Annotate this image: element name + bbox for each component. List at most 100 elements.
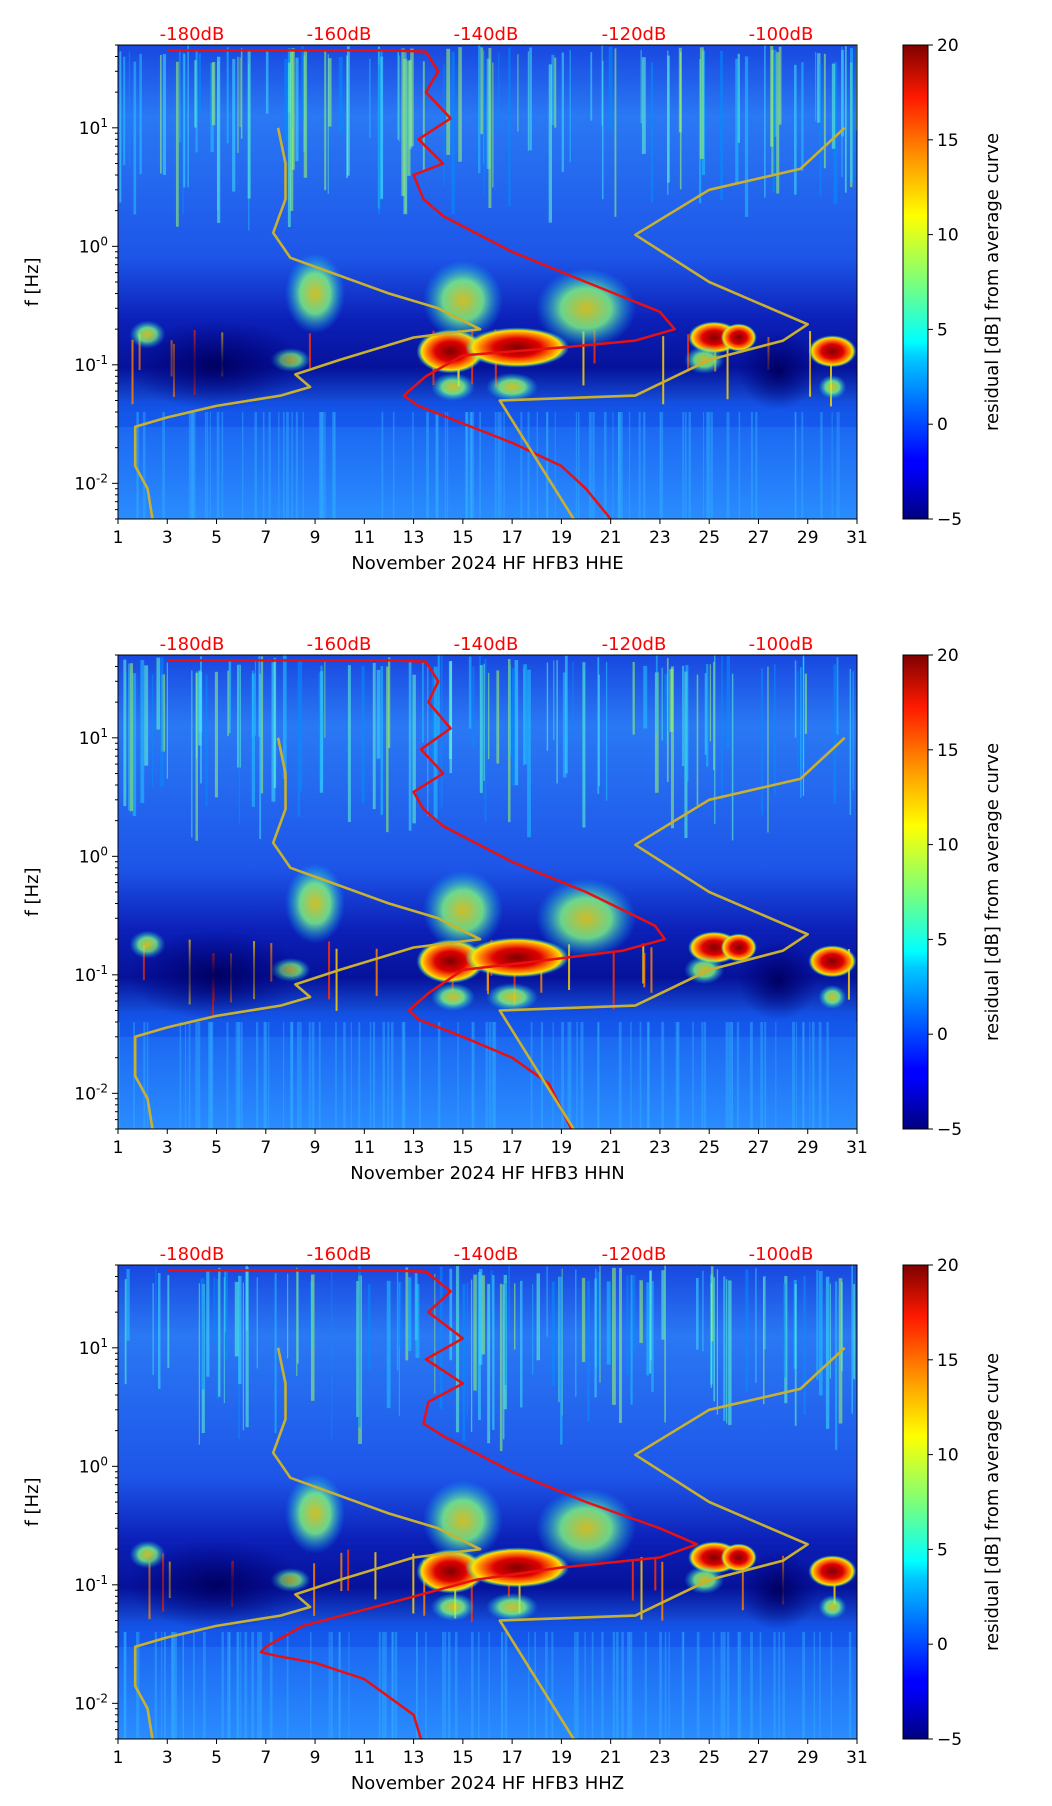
spectral-streak (484, 658, 487, 822)
spectral-streak (274, 1273, 277, 1434)
spectral-streak (166, 662, 168, 779)
spectral-streak (455, 1266, 460, 1433)
spectral-streak (511, 668, 516, 787)
x-tick-label: 29 (797, 1138, 819, 1158)
average-psd-curve (167, 1269, 699, 1739)
low-frequency-streak (392, 411, 395, 519)
spectral-streak (422, 61, 425, 172)
low-frequency-streak (311, 1021, 315, 1129)
spectral-streak (778, 46, 782, 125)
colorbar-tick-label: −5 (937, 1120, 962, 1140)
spectral-streak (517, 54, 519, 132)
low-frequency-streak (179, 1021, 182, 1129)
low-frequency-streak (192, 411, 196, 519)
colorbar-tick-label: 10 (937, 836, 959, 856)
spectral-streak (773, 664, 776, 795)
low-frequency-streak (308, 1021, 311, 1129)
low-frequency-streak (137, 411, 139, 519)
low-frequency-streak (188, 411, 191, 519)
energy-blob (808, 1555, 857, 1588)
low-frequency-streak (580, 1021, 584, 1129)
low-frequency-streak (809, 1021, 811, 1129)
low-frequency-streak (283, 1021, 285, 1129)
spectral-streak (819, 62, 822, 196)
db-scale-label: -120dB (602, 634, 667, 655)
low-frequency-streak (592, 411, 595, 519)
spectral-streak (836, 657, 839, 735)
y-axis-label: f [Hz] (22, 1477, 43, 1526)
low-frequency-streak (221, 1631, 224, 1739)
noise-model-curve (133, 737, 482, 1129)
low-frequency-streak (210, 1021, 214, 1129)
warm-patch (818, 984, 847, 1009)
low-frequency-streak (646, 1021, 650, 1129)
low-frequency-streak (795, 1021, 797, 1129)
spectral-streak (398, 55, 401, 142)
spectral-streak (572, 661, 574, 739)
low-frequency-streak (348, 1631, 350, 1739)
low-frequency-streak (664, 1631, 667, 1739)
spectral-streak (458, 47, 462, 162)
low-frequency-streak (720, 1631, 723, 1739)
spectral-streak (240, 48, 243, 139)
low-frequency-streak (191, 411, 194, 519)
spectral-streak (234, 1281, 239, 1357)
low-frequency-streak (207, 1021, 211, 1129)
spectral-streak (446, 48, 451, 155)
low-frequency-streak (577, 411, 580, 519)
spectral-streak (643, 665, 648, 729)
low-frequency-streak (675, 1021, 679, 1129)
low-frequency-streak (618, 1021, 622, 1129)
spectral-streak (794, 1284, 797, 1426)
spectral-streak (224, 1268, 229, 1360)
spectral-streak (490, 1270, 493, 1332)
energy-blob (808, 335, 857, 368)
spectral-streak (271, 662, 276, 802)
low-frequency-streak (437, 1021, 441, 1129)
spectral-streak (295, 57, 299, 162)
spectral-streak (587, 1280, 590, 1422)
transient-spike (582, 331, 585, 386)
spectral-streak (608, 46, 613, 131)
spectral-streak (561, 52, 565, 172)
spectral-streak (139, 53, 142, 175)
colorbar-tick-label: 0 (937, 415, 948, 435)
x-tick-label: 1 (113, 1138, 124, 1158)
x-tick-label: 9 (310, 1748, 321, 1768)
low-frequency-streak (227, 1631, 230, 1739)
spectral-streak (852, 671, 854, 791)
spectral-streak (191, 670, 193, 838)
low-frequency-streak (706, 411, 709, 519)
y-tick-exponent: -2 (96, 1691, 108, 1705)
x-tick-label: 11 (354, 1748, 376, 1768)
spectral-streak (198, 672, 203, 733)
db-scale-label: -140dB (454, 1244, 519, 1265)
noise-model-curve (133, 1347, 482, 1739)
low-frequency-streak (251, 1631, 255, 1739)
spectral-streak (699, 47, 704, 159)
spectral-streak (664, 674, 669, 745)
spectral-streak (227, 670, 229, 736)
noise-model-curve (498, 1346, 846, 1739)
transient-spike (423, 1560, 426, 1616)
low-frequency-streak (503, 411, 505, 519)
low-frequency-streak (334, 411, 336, 519)
spectral-streak (449, 661, 453, 774)
spectral-streak (601, 60, 604, 200)
low-frequency-streak (731, 1021, 734, 1129)
x-tick-label: 31 (846, 1138, 868, 1158)
low-frequency-streak (601, 1631, 604, 1739)
spectral-streak (132, 673, 137, 817)
low-frequency-streak (383, 1631, 387, 1739)
quiet-region (738, 330, 819, 411)
spectral-streak (514, 660, 519, 786)
low-frequency-streak (338, 1631, 341, 1739)
low-frequency-streak (612, 411, 614, 519)
spectral-streak (499, 1283, 503, 1452)
spectral-streak (714, 655, 716, 824)
spectral-streak (761, 668, 764, 816)
low-frequency-streak (540, 1021, 544, 1129)
spectral-streak (508, 1265, 510, 1327)
spectral-streak (851, 1265, 853, 1414)
spectral-streak (228, 659, 231, 734)
